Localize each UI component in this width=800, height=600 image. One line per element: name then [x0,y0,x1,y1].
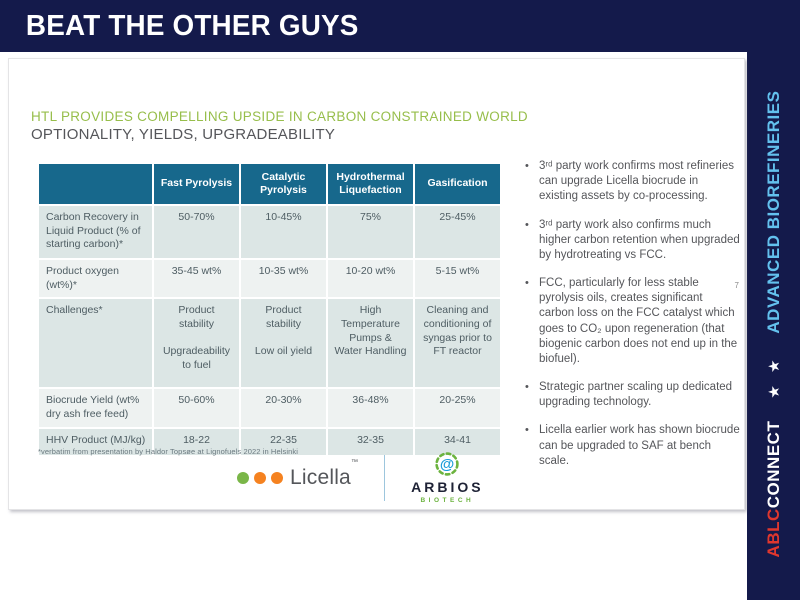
ablcconnect-wordmark: ABLCCONNECT [764,421,784,558]
table-cell: 75% [328,206,413,258]
arbios-biotech-text: BIOTECH [420,497,475,504]
table-cell: 25-45% [415,206,500,258]
table-cell: 20-30% [241,389,326,427]
licella-logo: Licella™ [237,458,359,490]
table-footnote: *verbatim from presentation by Haldor To… [38,447,298,456]
table-row: Carbon Recovery in Liquid Product (% of … [39,206,500,258]
banner-title: BEAT THE OTHER GUYS [25,9,359,42]
comparison-table: Fast Pyrolysis Catalytic Pyrolysis Hydro… [37,162,502,457]
row-label: HHV Product (MJ/kg) [39,428,152,455]
slide-title: HTL PROVIDES COMPELLING UPSIDE IN CARBON… [31,109,528,124]
logo-row: Licella™ @ ARBIOS BIOTECH [237,451,484,504]
table-header-row: Fast Pyrolysis Catalytic Pyrolysis Hydro… [39,164,500,204]
table-cell: 5-15 wt% [415,260,500,298]
bullet-item: Strategic partner scaling up dedicated u… [524,380,740,410]
table-cell: 18-22 [154,428,239,455]
page-number: 7 [734,281,739,290]
row-label: Carbon Recovery in Liquid Product (% of … [39,206,152,258]
bullet-item: Licella earlier work has shown biocrude … [524,423,740,469]
advanced-biorefineries-text: ADVANCED BIOREFINERIES [763,90,783,334]
table-cell: 20-25% [415,389,500,427]
licella-dots-icon [237,471,283,484]
header-empty [39,164,152,204]
table-cell: 10-35 wt% [241,260,326,298]
slide-subtitle: OPTIONALITY, YIELDS, UPGRADEABILITY [31,126,336,143]
table-cell: Cleaning and conditioning of syngas prio… [415,299,500,388]
table-row: Biocrude Yield (wt% dry ash free feed) 5… [39,389,500,427]
table-row: Challenges* Product stability Upgradeabi… [39,299,500,388]
table-cell: 36-48% [328,389,413,427]
table-row: HHV Product (MJ/kg) 18-22 22-35 32-35 34… [39,428,500,455]
table-cell: 10-20 wt% [328,260,413,298]
bullet-item: 3ʳᵈ party work confirms most refineries … [524,159,740,205]
header-fast-pyrolysis: Fast Pyrolysis [154,164,239,204]
svg-text:@: @ [440,457,454,473]
header-hydrothermal-liquefaction: Hydrothermal Liquefaction [328,164,413,204]
trademark-symbol: ™ [350,458,359,466]
table-row: Product oxygen (wt%)* 35-45 wt% 10-35 wt… [39,260,500,298]
bullet-item: FCC, particularly for less stable pyroly… [524,276,740,367]
row-label: Product oxygen (wt%)* [39,260,152,298]
table-cell: 50-70% [154,206,239,258]
table-cell: 34-41 [415,428,500,455]
table-cell: 32-35 [328,428,413,455]
table-cell: 35-45 wt% [154,260,239,298]
table-cell: Product stability Low oil yield [241,299,326,388]
arbios-swirl-icon: @ [435,452,460,476]
table-cell: 10-45% [241,206,326,258]
table-cell: Product stability Upgradeability to fuel [154,299,239,388]
row-label: Challenges* [39,299,152,388]
bullet-list: 3ʳᵈ party work confirms most refineries … [524,159,740,482]
ablc-text: ABLC [763,508,783,558]
connect-text: CONNECT [763,420,783,509]
header-catalytic-pyrolysis: Catalytic Pyrolysis [241,164,326,204]
row-label: Biocrude Yield (wt% dry ash free feed) [39,389,152,427]
arbios-logo: @ ARBIOS BIOTECH [411,451,483,504]
header-gasification: Gasification [415,164,500,204]
logo-divider [384,454,386,501]
licella-wordmark: Licella™ [290,458,359,489]
table-cell: 22-35 [241,428,326,455]
sidebar-vertical-text: ABLCCONNECT ★ ★ ADVANCED BIOREFINERIES [764,91,784,558]
slide-canvas: HTL PROVIDES COMPELLING UPSIDE IN CARBON… [8,58,745,510]
top-banner: BEAT THE OTHER GUYS [0,0,800,52]
bullet-item: 3ʳᵈ party work also confirms much higher… [524,218,740,264]
table-cell: 50-60% [154,389,239,427]
arbios-wordmark: ARBIOS [411,479,484,495]
stars-icon: ★ ★ [765,355,783,399]
table-cell: High Temperature Pumps & Water Handling [328,299,413,388]
right-sidebar: ABLCCONNECT ★ ★ ADVANCED BIOREFINERIES [747,0,800,600]
